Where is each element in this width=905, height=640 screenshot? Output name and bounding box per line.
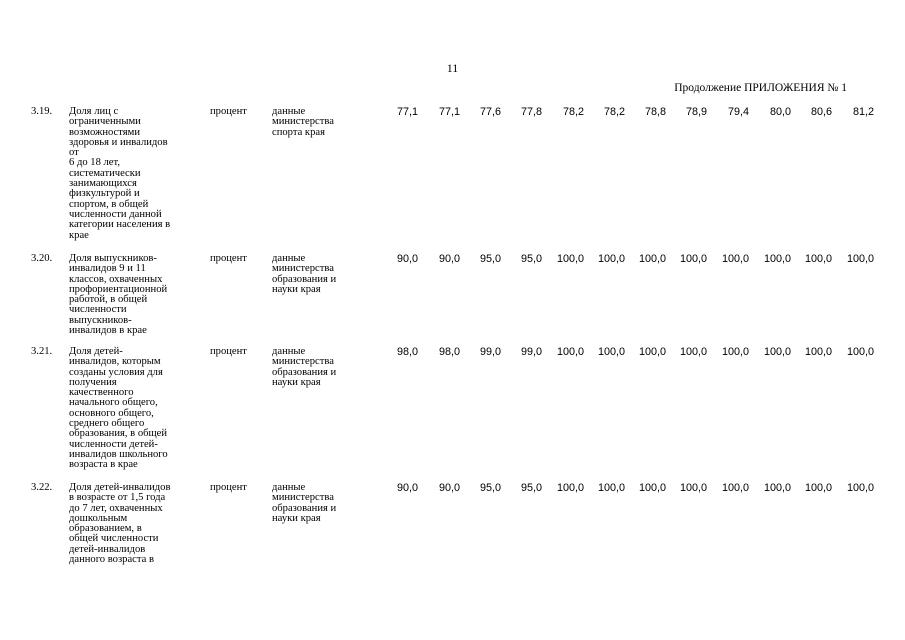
value-cell: 95,0	[479, 482, 501, 494]
indicator-name: Доля детей-инвалидов в возрасте от 1,5 г…	[69, 482, 171, 566]
value-cell: 100,0	[721, 346, 749, 358]
value-cell: 78,2	[562, 106, 584, 118]
indicator-name: Доля детей- инвалидов, которым созданы у…	[69, 346, 168, 471]
value-cell: 100,0	[763, 346, 791, 358]
row-number: 3.21.	[31, 346, 53, 357]
value-cell: 77,6	[479, 106, 501, 118]
continuation-caption: Продолжение ПРИЛОЖЕНИЯ № 1	[674, 82, 847, 94]
unit-of-measure: процент	[210, 346, 247, 357]
value-cell: 78,9	[685, 106, 707, 118]
value-cell: 100,0	[597, 253, 625, 265]
unit-of-measure: процент	[210, 482, 247, 493]
value-cell: 80,0	[769, 106, 791, 118]
value-cell: 98,0	[396, 346, 418, 358]
value-cell: 90,0	[438, 253, 460, 265]
unit-of-measure: процент	[210, 253, 247, 264]
value-cell: 100,0	[556, 482, 584, 494]
value-cell: 80,6	[810, 106, 832, 118]
unit-of-measure: процент	[210, 106, 247, 117]
value-cell: 78,8	[644, 106, 666, 118]
value-cell: 100,0	[804, 253, 832, 265]
indicator-name: Доля лиц с ограниченными возможностями з…	[69, 106, 171, 241]
value-cell: 100,0	[679, 346, 707, 358]
value-cell: 100,0	[846, 253, 874, 265]
value-cell: 100,0	[679, 253, 707, 265]
value-cell: 100,0	[597, 346, 625, 358]
value-cell: 100,0	[846, 482, 874, 494]
value-cell: 98,0	[438, 346, 460, 358]
value-cell: 77,1	[396, 106, 418, 118]
value-cell: 100,0	[638, 346, 666, 358]
value-cell: 100,0	[721, 253, 749, 265]
page-number: 11	[446, 61, 459, 75]
value-cell: 100,0	[804, 482, 832, 494]
value-cell: 100,0	[846, 346, 874, 358]
value-cell: 95,0	[520, 253, 542, 265]
value-cell: 100,0	[763, 253, 791, 265]
value-cell: 100,0	[721, 482, 749, 494]
value-cell: 100,0	[763, 482, 791, 494]
data-source: данные министерства образования и науки …	[272, 346, 337, 388]
value-cell: 90,0	[396, 482, 418, 494]
row-number: 3.22.	[31, 482, 53, 493]
value-cell: 77,8	[520, 106, 542, 118]
value-cell: 100,0	[556, 253, 584, 265]
value-cell: 100,0	[556, 346, 584, 358]
value-cell: 99,0	[479, 346, 501, 358]
data-source: данные министерства образования и науки …	[272, 253, 337, 295]
value-cell: 90,0	[396, 253, 418, 265]
indicator-name: Доля выпускников- инвалидов 9 и 11 класс…	[69, 253, 168, 337]
value-cell: 100,0	[638, 482, 666, 494]
value-cell: 78,2	[603, 106, 625, 118]
value-cell: 81,2	[852, 106, 874, 118]
data-source: данные министерства спорта края	[272, 106, 334, 138]
value-cell: 90,0	[438, 482, 460, 494]
value-cell: 77,1	[438, 106, 460, 118]
value-cell: 100,0	[597, 482, 625, 494]
row-number: 3.20.	[31, 253, 53, 264]
row-number: 3.19.	[31, 106, 53, 117]
value-cell: 100,0	[804, 346, 832, 358]
value-cell: 100,0	[638, 253, 666, 265]
value-cell: 95,0	[479, 253, 501, 265]
value-cell: 95,0	[520, 482, 542, 494]
value-cell: 100,0	[679, 482, 707, 494]
value-cell: 99,0	[520, 346, 542, 358]
value-cell: 79,4	[727, 106, 749, 118]
data-source: данные министерства образования и науки …	[272, 482, 337, 524]
